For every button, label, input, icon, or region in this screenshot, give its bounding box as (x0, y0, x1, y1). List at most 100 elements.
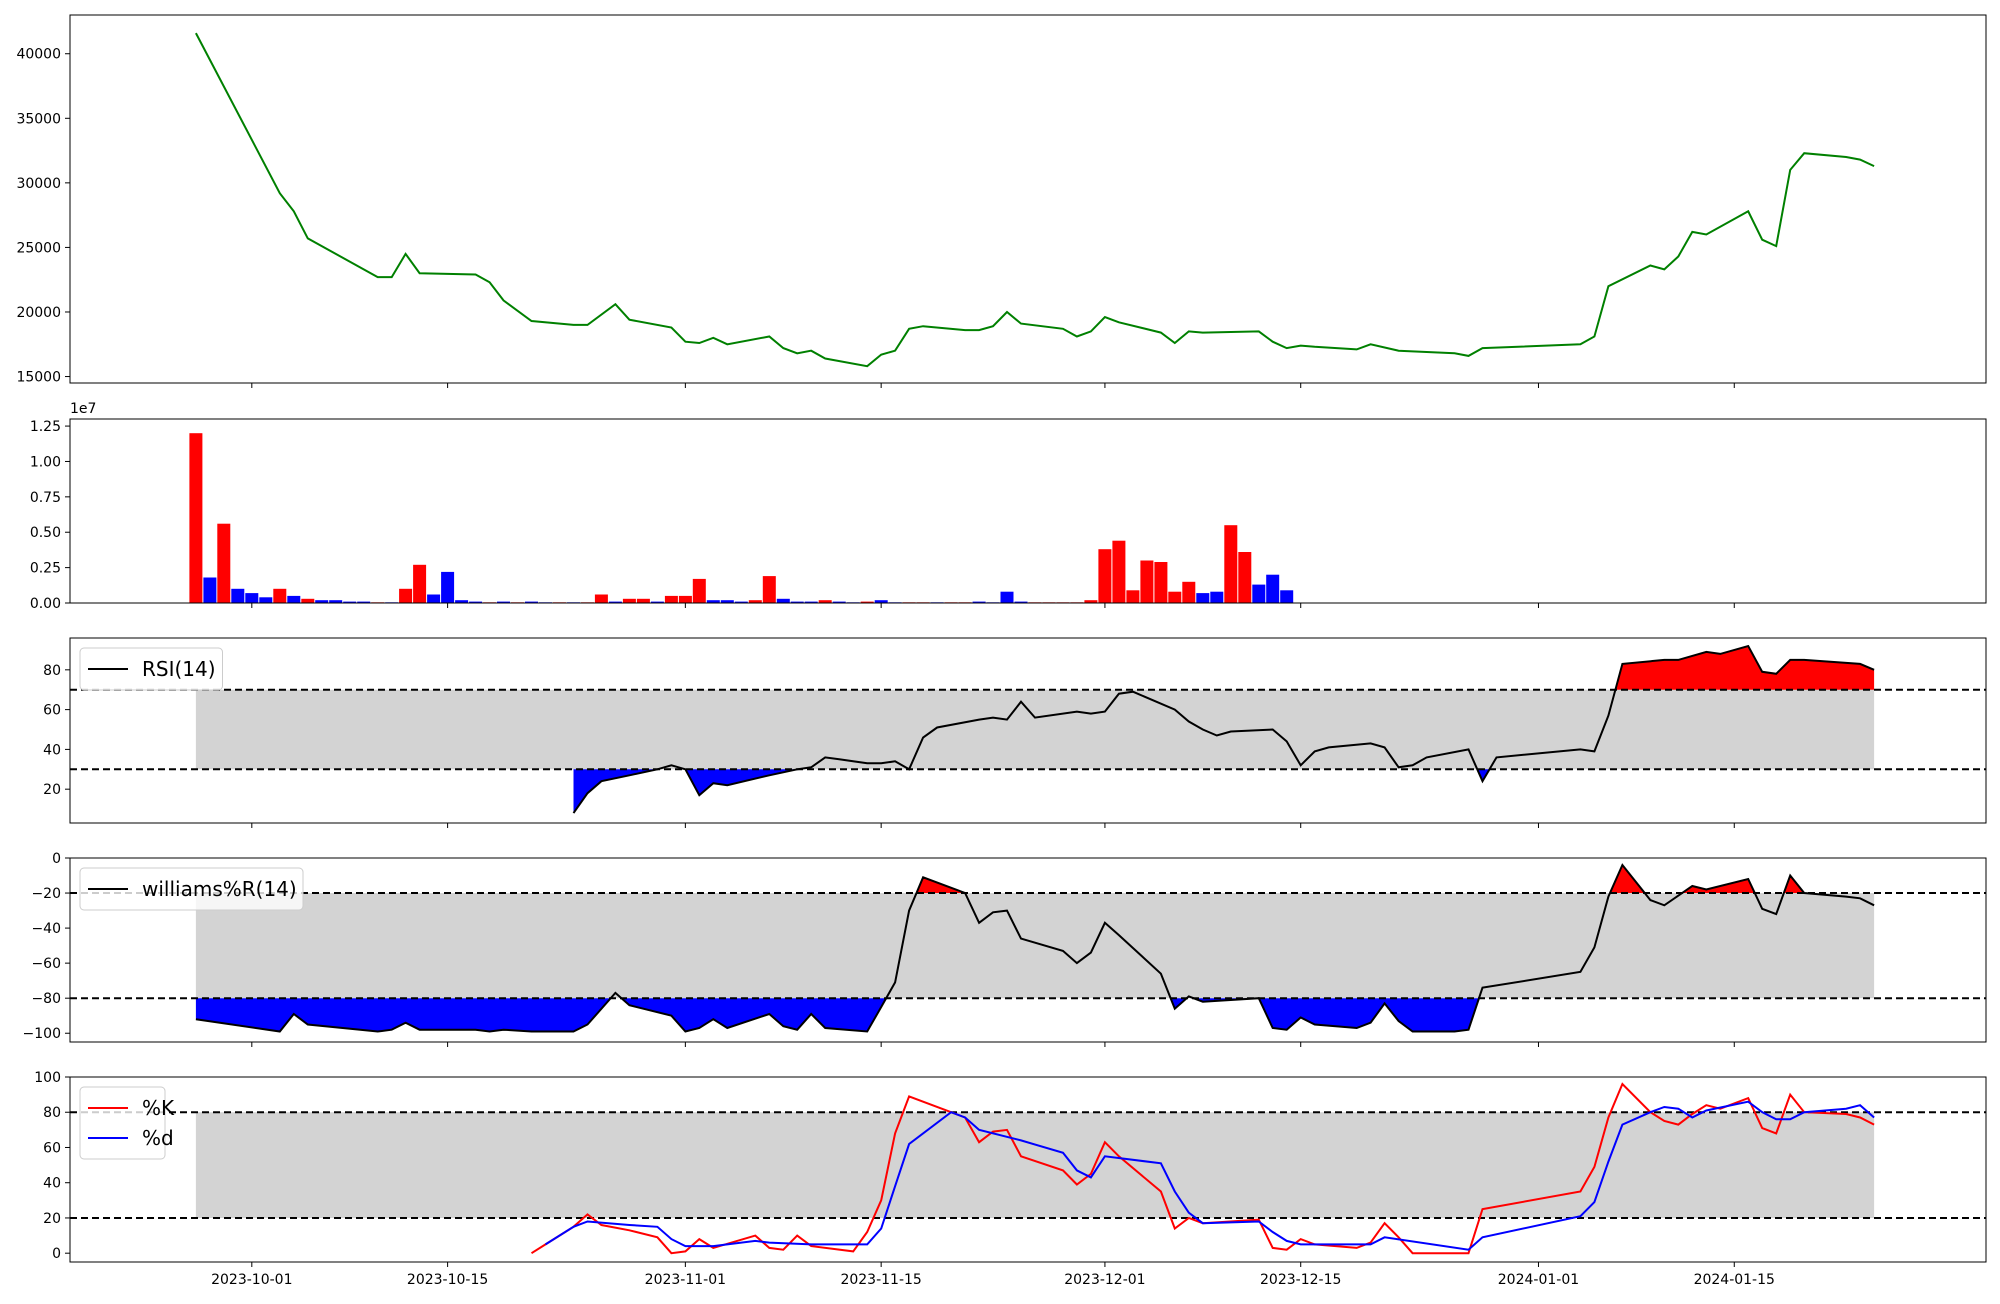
volume-bar (776, 598, 790, 603)
volume-bar (259, 597, 273, 603)
y-tick-label: 60 (43, 703, 61, 719)
axes-frame (69, 14, 1987, 384)
volume-bar (427, 594, 441, 603)
volume-bar (1000, 591, 1014, 603)
volume-bar (594, 594, 608, 603)
x-tick-label: 2023-10-01 (211, 1272, 292, 1288)
volume-bar (315, 600, 329, 603)
volume-bar (1168, 591, 1182, 603)
volume-bar (1266, 574, 1280, 603)
overbought-fill-1 (1609, 865, 1645, 893)
legend: williams%R(14) (79, 867, 304, 911)
volume-bar (650, 601, 664, 603)
y-tick-label: 25000 (16, 240, 61, 256)
axes-frame (69, 1076, 1987, 1263)
x-tick-label: 2023-11-15 (840, 1272, 921, 1288)
y-tick-label: −20 (31, 886, 61, 902)
y-tick-label: 35000 (16, 111, 61, 127)
volume-bar (525, 601, 538, 603)
x-tick-label: 2024-01-15 (1694, 1272, 1775, 1288)
y-tick-label: −60 (31, 956, 61, 972)
volume-bar (860, 601, 874, 603)
volume-bar (217, 523, 231, 603)
oversold-fill-1 (621, 998, 887, 1032)
volume-bar (762, 576, 776, 603)
legend-box (79, 1086, 166, 1160)
overbought-fill-0 (1615, 646, 1875, 690)
volume-bar (413, 564, 427, 603)
volume-bar (301, 598, 315, 603)
y-scale-label: 1e7 (70, 401, 96, 417)
volume-bar (329, 600, 343, 603)
y-tick-label: 100 (34, 1070, 61, 1086)
volume-bar (818, 600, 832, 603)
volume-bar (706, 600, 720, 603)
y-tick-label: 0.00 (30, 596, 61, 612)
price-panel: 15000 20000 25000 30000 35000 40000 (16, 14, 1987, 388)
volume-bar (497, 601, 510, 603)
legend-label: %K (142, 1096, 175, 1120)
legend: %K %d (79, 1086, 175, 1160)
pct-d-line (544, 1100, 1875, 1251)
y-tick-label: 1.00 (30, 454, 61, 470)
volume-bar (1084, 600, 1098, 603)
y-tick-label: 1.25 (30, 419, 61, 435)
volume-bar (1238, 552, 1252, 603)
legend-label: %d (142, 1126, 174, 1150)
volume-bar (1224, 525, 1238, 603)
volume-bar (1280, 590, 1294, 603)
y-tick-label: 0 (52, 851, 61, 867)
legend-box (79, 647, 223, 691)
volume-bar (748, 600, 762, 603)
volume-bar (203, 577, 217, 603)
x-tick-label: 2023-12-15 (1260, 1272, 1341, 1288)
volume-bar (1196, 593, 1210, 603)
axes-frame (69, 637, 1987, 824)
y-tick-label: 40 (43, 1176, 61, 1192)
oversold-fill-2 (1477, 769, 1490, 782)
volume-bar (664, 595, 678, 603)
rsi-panel: RSI(14) 20 40 60 80 (43, 637, 1987, 828)
y-tick-label: −100 (23, 1026, 61, 1042)
volume-panel: 1e7 0.00 0.25 0.50 0.75 1.00 1.25 (30, 401, 1987, 612)
williams-panel: williams%R(14) −100 −80 −60 −40 −20 0 (23, 851, 1987, 1047)
volume-bar (622, 598, 636, 603)
y-tick-label: 80 (43, 663, 61, 679)
volume-bar (399, 588, 413, 603)
legend-box (79, 867, 304, 911)
y-tick-label: 20 (43, 782, 61, 798)
y-tick-label: 0.25 (30, 561, 61, 577)
volume-bar (357, 601, 371, 603)
y-tick-label: 15000 (16, 370, 61, 386)
volume-bar (1140, 560, 1154, 603)
y-tick-label: 40000 (16, 47, 61, 63)
stochastic-panel: %K %d 0 20 40 60 80 100 2023-10-01 2023-10-15 2023… (34, 1070, 1987, 1288)
axes-frame (69, 857, 1987, 1043)
volume-bar (972, 601, 986, 603)
volume-bar (636, 598, 650, 603)
x-tick-label: 2023-10-15 (407, 1272, 488, 1288)
volume-bar (692, 578, 706, 603)
threshold-band (195, 1112, 1875, 1218)
volume-bar (245, 593, 259, 603)
y-tick-label: 0.75 (30, 490, 61, 506)
x-tick-label: 2023-12-01 (1064, 1272, 1145, 1288)
oversold-fill-0 (573, 769, 658, 814)
axes-frame (69, 418, 1987, 604)
y-tick-label: 20000 (16, 305, 61, 321)
volume-bar (1126, 590, 1140, 603)
volume-bar (287, 595, 301, 603)
price-line (195, 32, 1875, 368)
volume-bar (1098, 549, 1112, 603)
pct-K-line (530, 1082, 1875, 1255)
volume-bar (441, 571, 455, 603)
y-tick-label: 30000 (16, 176, 61, 192)
oversold-fill-1 (685, 769, 798, 796)
volume-bar (343, 601, 357, 603)
y-tick-label: 20 (43, 1211, 61, 1227)
volume-bar (273, 588, 287, 603)
volume-bar (804, 601, 818, 603)
volume-bar (1112, 540, 1126, 603)
oversold-fill-0 (195, 998, 611, 1032)
